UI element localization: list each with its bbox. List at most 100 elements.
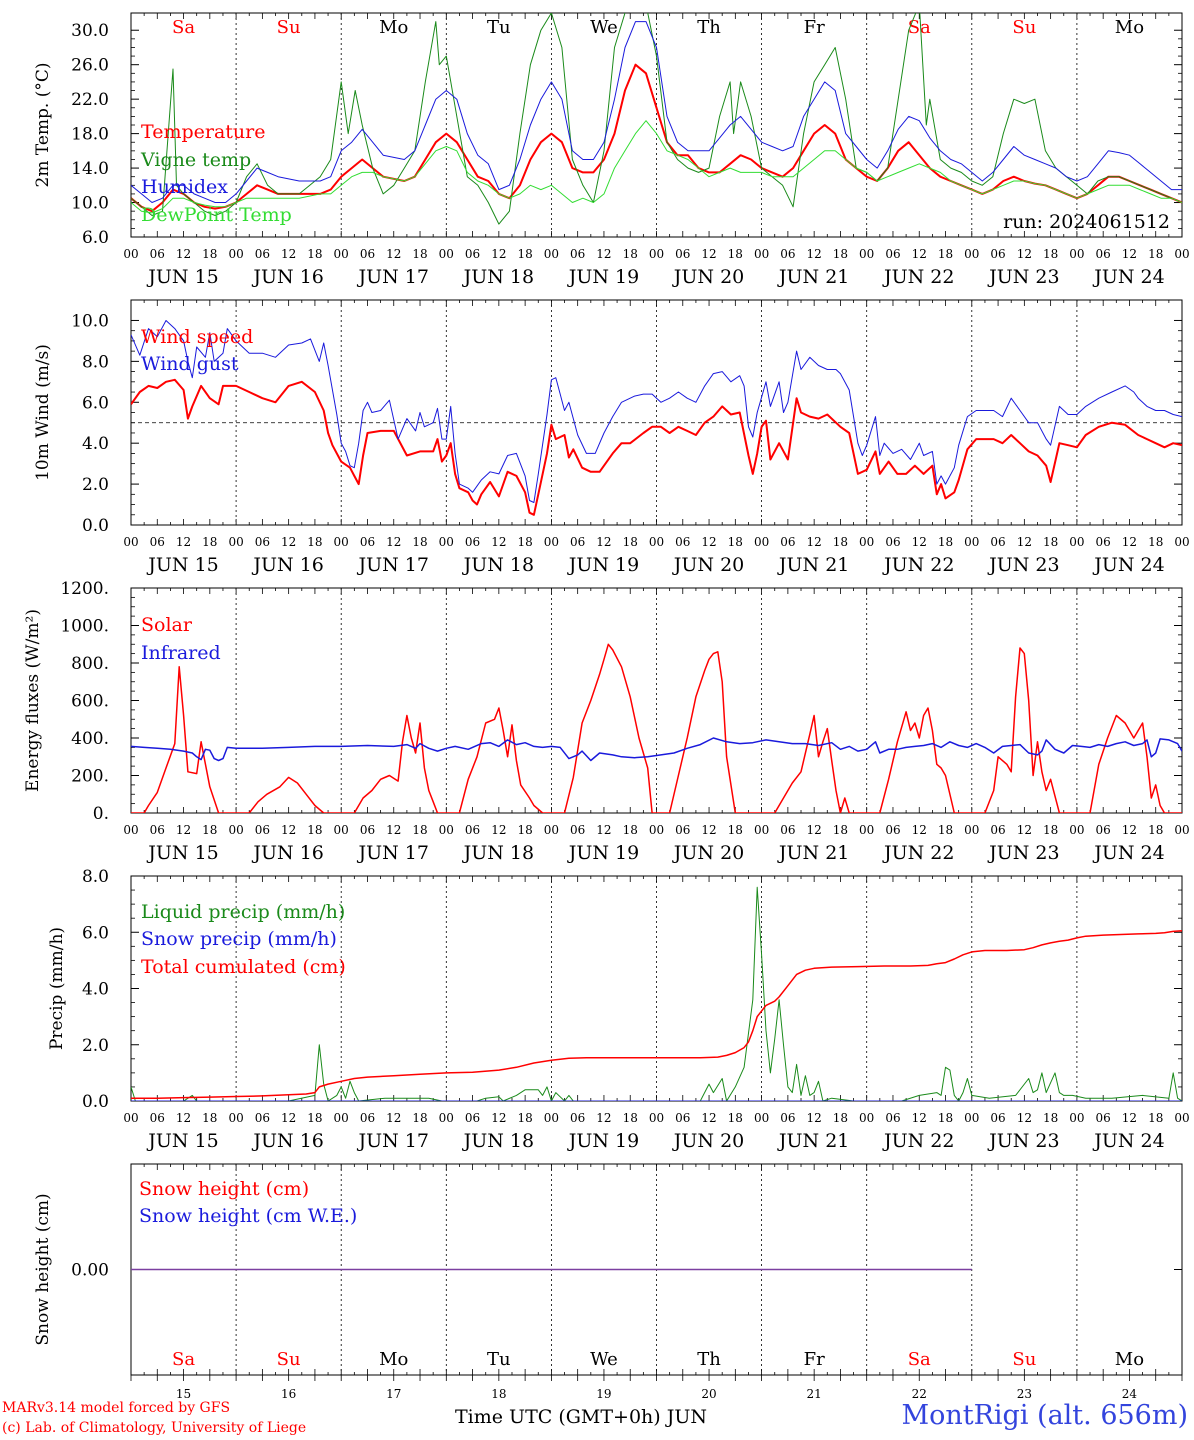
hour-label: 06 bbox=[360, 247, 375, 261]
hour-label: 12 bbox=[386, 823, 401, 837]
hour-label: 18 bbox=[728, 823, 743, 837]
series-line-infrared bbox=[131, 737, 1182, 762]
date-label: JUN 23 bbox=[987, 842, 1059, 864]
hour-label: 18 bbox=[307, 247, 322, 261]
hour-label: 18 bbox=[1043, 247, 1058, 261]
date-label: JUN 21 bbox=[777, 266, 849, 288]
hour-label: 00 bbox=[123, 1111, 138, 1125]
legend-entry: Snow height (cm) bbox=[139, 1178, 309, 1200]
hour-label: 12 bbox=[596, 535, 611, 549]
y-tick-label: 0.00 bbox=[71, 1261, 109, 1281]
hour-label: 00 bbox=[334, 823, 349, 837]
hour-label: 00 bbox=[754, 247, 769, 261]
hour-label: 18 bbox=[202, 247, 217, 261]
hour-label: 06 bbox=[885, 535, 900, 549]
legend-entry: Vigne temp bbox=[140, 149, 251, 171]
hour-label: 12 bbox=[912, 1111, 927, 1125]
hour-label: 06 bbox=[360, 535, 375, 549]
hour-label: 00 bbox=[1069, 1111, 1084, 1125]
hour-label: 00 bbox=[859, 1111, 874, 1125]
hour-label: 00 bbox=[439, 247, 454, 261]
hour-label: 12 bbox=[1122, 823, 1137, 837]
hour-label: 12 bbox=[912, 247, 927, 261]
hour-label: 18 bbox=[833, 1111, 848, 1125]
hour-label: 18 bbox=[1043, 535, 1058, 549]
weekday-label: Su bbox=[277, 17, 301, 38]
hour-label: 18 bbox=[623, 247, 638, 261]
y-tick-label: 8.0 bbox=[82, 867, 109, 887]
hour-label: 12 bbox=[491, 247, 506, 261]
date-label: JUN 18 bbox=[462, 554, 534, 576]
hour-label: 12 bbox=[701, 535, 716, 549]
date-label: JUN 19 bbox=[567, 1130, 639, 1152]
date-label: JUN 17 bbox=[357, 842, 429, 864]
legend-entry: DewPoint Temp bbox=[141, 204, 292, 226]
y-tick-label: 1000. bbox=[60, 617, 109, 637]
date-label: JUN 17 bbox=[357, 266, 429, 288]
y-tick-label: 2.0 bbox=[82, 1036, 109, 1056]
date-label: JUN 19 bbox=[567, 554, 639, 576]
hour-label: 06 bbox=[465, 823, 480, 837]
y-tick-label: 6.0 bbox=[82, 393, 109, 413]
hour-label: 18 bbox=[307, 1111, 322, 1125]
hour-label: 06 bbox=[570, 535, 585, 549]
series-line-total-cumulated-cm bbox=[131, 930, 1182, 1099]
day-number-label: 19 bbox=[596, 1387, 611, 1401]
hour-label: 18 bbox=[728, 1111, 743, 1125]
hour-label: 06 bbox=[1096, 823, 1111, 837]
hour-label: 12 bbox=[491, 823, 506, 837]
legend-entry: Humidex bbox=[141, 176, 228, 198]
hour-label: 18 bbox=[833, 535, 848, 549]
y-tick-label: 8.0 bbox=[82, 352, 109, 372]
hour-label: 00 bbox=[123, 535, 138, 549]
y-tick-label: 1200. bbox=[60, 579, 109, 599]
hour-label: 12 bbox=[1017, 535, 1032, 549]
hour-label: 06 bbox=[990, 247, 1005, 261]
hour-label: 12 bbox=[1017, 1111, 1032, 1125]
date-label: JUN 22 bbox=[882, 266, 954, 288]
hour-label: 18 bbox=[412, 1111, 427, 1125]
hour-label: 12 bbox=[912, 823, 927, 837]
date-label: JUN 18 bbox=[462, 266, 534, 288]
hour-label: 12 bbox=[176, 1111, 191, 1125]
series-line-temperature bbox=[131, 63, 1182, 213]
date-label: JUN 23 bbox=[987, 554, 1059, 576]
y-axis-label: 2m Temp. (°C) bbox=[33, 62, 53, 187]
hour-label: 12 bbox=[281, 1111, 296, 1125]
hour-label: 06 bbox=[150, 535, 165, 549]
hour-label: 18 bbox=[623, 535, 638, 549]
hour-label: 12 bbox=[491, 1111, 506, 1125]
legend-entry: Liquid precip (mm/h) bbox=[141, 901, 345, 923]
date-label: JUN 16 bbox=[251, 266, 323, 288]
hour-label: 12 bbox=[176, 535, 191, 549]
weekday-label: Mo bbox=[1115, 17, 1144, 38]
date-label: JUN 22 bbox=[882, 842, 954, 864]
hour-label: 00 bbox=[334, 247, 349, 261]
hour-label: 12 bbox=[807, 247, 822, 261]
hour-label: 06 bbox=[255, 535, 270, 549]
hour-label: 00 bbox=[228, 1111, 243, 1125]
hour-label: 06 bbox=[360, 823, 375, 837]
hour-label: 00 bbox=[1174, 1111, 1189, 1125]
hour-label: 12 bbox=[596, 823, 611, 837]
hour-label: 12 bbox=[386, 1111, 401, 1125]
date-label: JUN 18 bbox=[462, 1130, 534, 1152]
day-number-label: 22 bbox=[912, 1387, 927, 1401]
hour-label: 18 bbox=[833, 823, 848, 837]
weekday-label: Sa bbox=[172, 17, 195, 38]
date-label: JUN 16 bbox=[251, 842, 323, 864]
hour-label: 18 bbox=[938, 247, 953, 261]
hour-label: 06 bbox=[150, 1111, 165, 1125]
hour-label: 12 bbox=[701, 1111, 716, 1125]
hour-label: 12 bbox=[1122, 535, 1137, 549]
weekday-label: Mo bbox=[379, 17, 408, 38]
hour-label: 00 bbox=[334, 535, 349, 549]
date-label: JUN 20 bbox=[672, 1130, 744, 1152]
hour-label: 06 bbox=[150, 247, 165, 261]
hour-label: 12 bbox=[701, 823, 716, 837]
day-number-label: 24 bbox=[1122, 1387, 1138, 1401]
y-tick-label: 400. bbox=[71, 729, 109, 749]
y-tick-label: 800. bbox=[71, 654, 109, 674]
hour-label: 12 bbox=[386, 247, 401, 261]
